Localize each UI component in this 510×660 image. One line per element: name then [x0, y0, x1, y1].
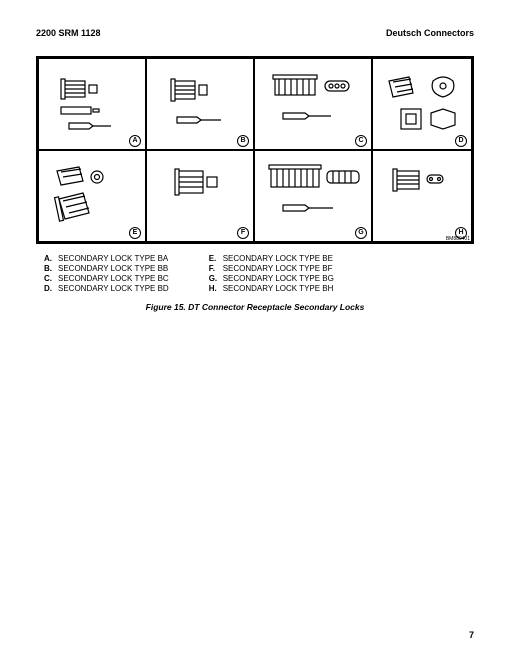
cell-letter: D [455, 135, 467, 147]
page: 2200 SRM 1128 Deutsch Connectors [0, 0, 510, 660]
legend-row: E.SECONDARY LOCK TYPE BE [209, 254, 334, 264]
legend-letter: C. [44, 274, 58, 284]
cell-f: F [146, 150, 254, 242]
cell-g: G [254, 150, 372, 242]
legend-letter: H. [209, 284, 223, 294]
figure-frame: A B [36, 56, 474, 244]
legend-text: SECONDARY LOCK TYPE BD [58, 284, 169, 293]
page-header: 2200 SRM 1128 Deutsch Connectors [36, 28, 474, 38]
cell-c: C [254, 58, 372, 150]
cell-letter: C [355, 135, 367, 147]
legend: A.SECONDARY LOCK TYPE BA B.SECONDARY LOC… [44, 254, 474, 294]
header-left: 2200 SRM 1128 [36, 28, 101, 38]
legend-row: H.SECONDARY LOCK TYPE BH [209, 284, 334, 294]
figure-caption: Figure 15. DT Connector Receptacle Secon… [36, 302, 474, 312]
header-right: Deutsch Connectors [386, 28, 474, 38]
legend-text: SECONDARY LOCK TYPE BG [223, 274, 334, 283]
legend-letter: B. [44, 264, 58, 274]
legend-letter: E. [209, 254, 223, 264]
legend-letter: A. [44, 254, 58, 264]
legend-row: A.SECONDARY LOCK TYPE BA [44, 254, 169, 264]
cell-a: A [38, 58, 146, 150]
cell-h: H [372, 150, 472, 242]
legend-row: D.SECONDARY LOCK TYPE BD [44, 284, 169, 294]
cell-e: E [38, 150, 146, 242]
cell-letter: E [129, 227, 141, 239]
legend-text: SECONDARY LOCK TYPE BA [58, 254, 168, 263]
legend-left: A.SECONDARY LOCK TYPE BA B.SECONDARY LOC… [44, 254, 169, 294]
cell-letter: G [355, 227, 367, 239]
legend-row: C.SECONDARY LOCK TYPE BC [44, 274, 169, 284]
figure-id: BM880401 [446, 236, 470, 242]
page-number: 7 [469, 630, 474, 640]
legend-letter: F. [209, 264, 223, 274]
cell-letter: B [237, 135, 249, 147]
legend-text: SECONDARY LOCK TYPE BE [223, 254, 333, 263]
cell-letter: A [129, 135, 141, 147]
legend-row: F.SECONDARY LOCK TYPE BF [209, 264, 334, 274]
legend-row: G.SECONDARY LOCK TYPE BG [209, 274, 334, 284]
legend-row: B.SECONDARY LOCK TYPE BB [44, 264, 169, 274]
legend-text: SECONDARY LOCK TYPE BH [223, 284, 334, 293]
legend-text: SECONDARY LOCK TYPE BC [58, 274, 169, 283]
cell-d: D [372, 58, 472, 150]
legend-right: E.SECONDARY LOCK TYPE BE F.SECONDARY LOC… [209, 254, 334, 294]
legend-letter: G. [209, 274, 223, 284]
cell-b: B [146, 58, 254, 150]
legend-text: SECONDARY LOCK TYPE BF [223, 264, 333, 273]
figure-grid: A B [37, 57, 473, 243]
cell-letter: F [237, 227, 249, 239]
legend-letter: D. [44, 284, 58, 294]
legend-text: SECONDARY LOCK TYPE BB [58, 264, 168, 273]
